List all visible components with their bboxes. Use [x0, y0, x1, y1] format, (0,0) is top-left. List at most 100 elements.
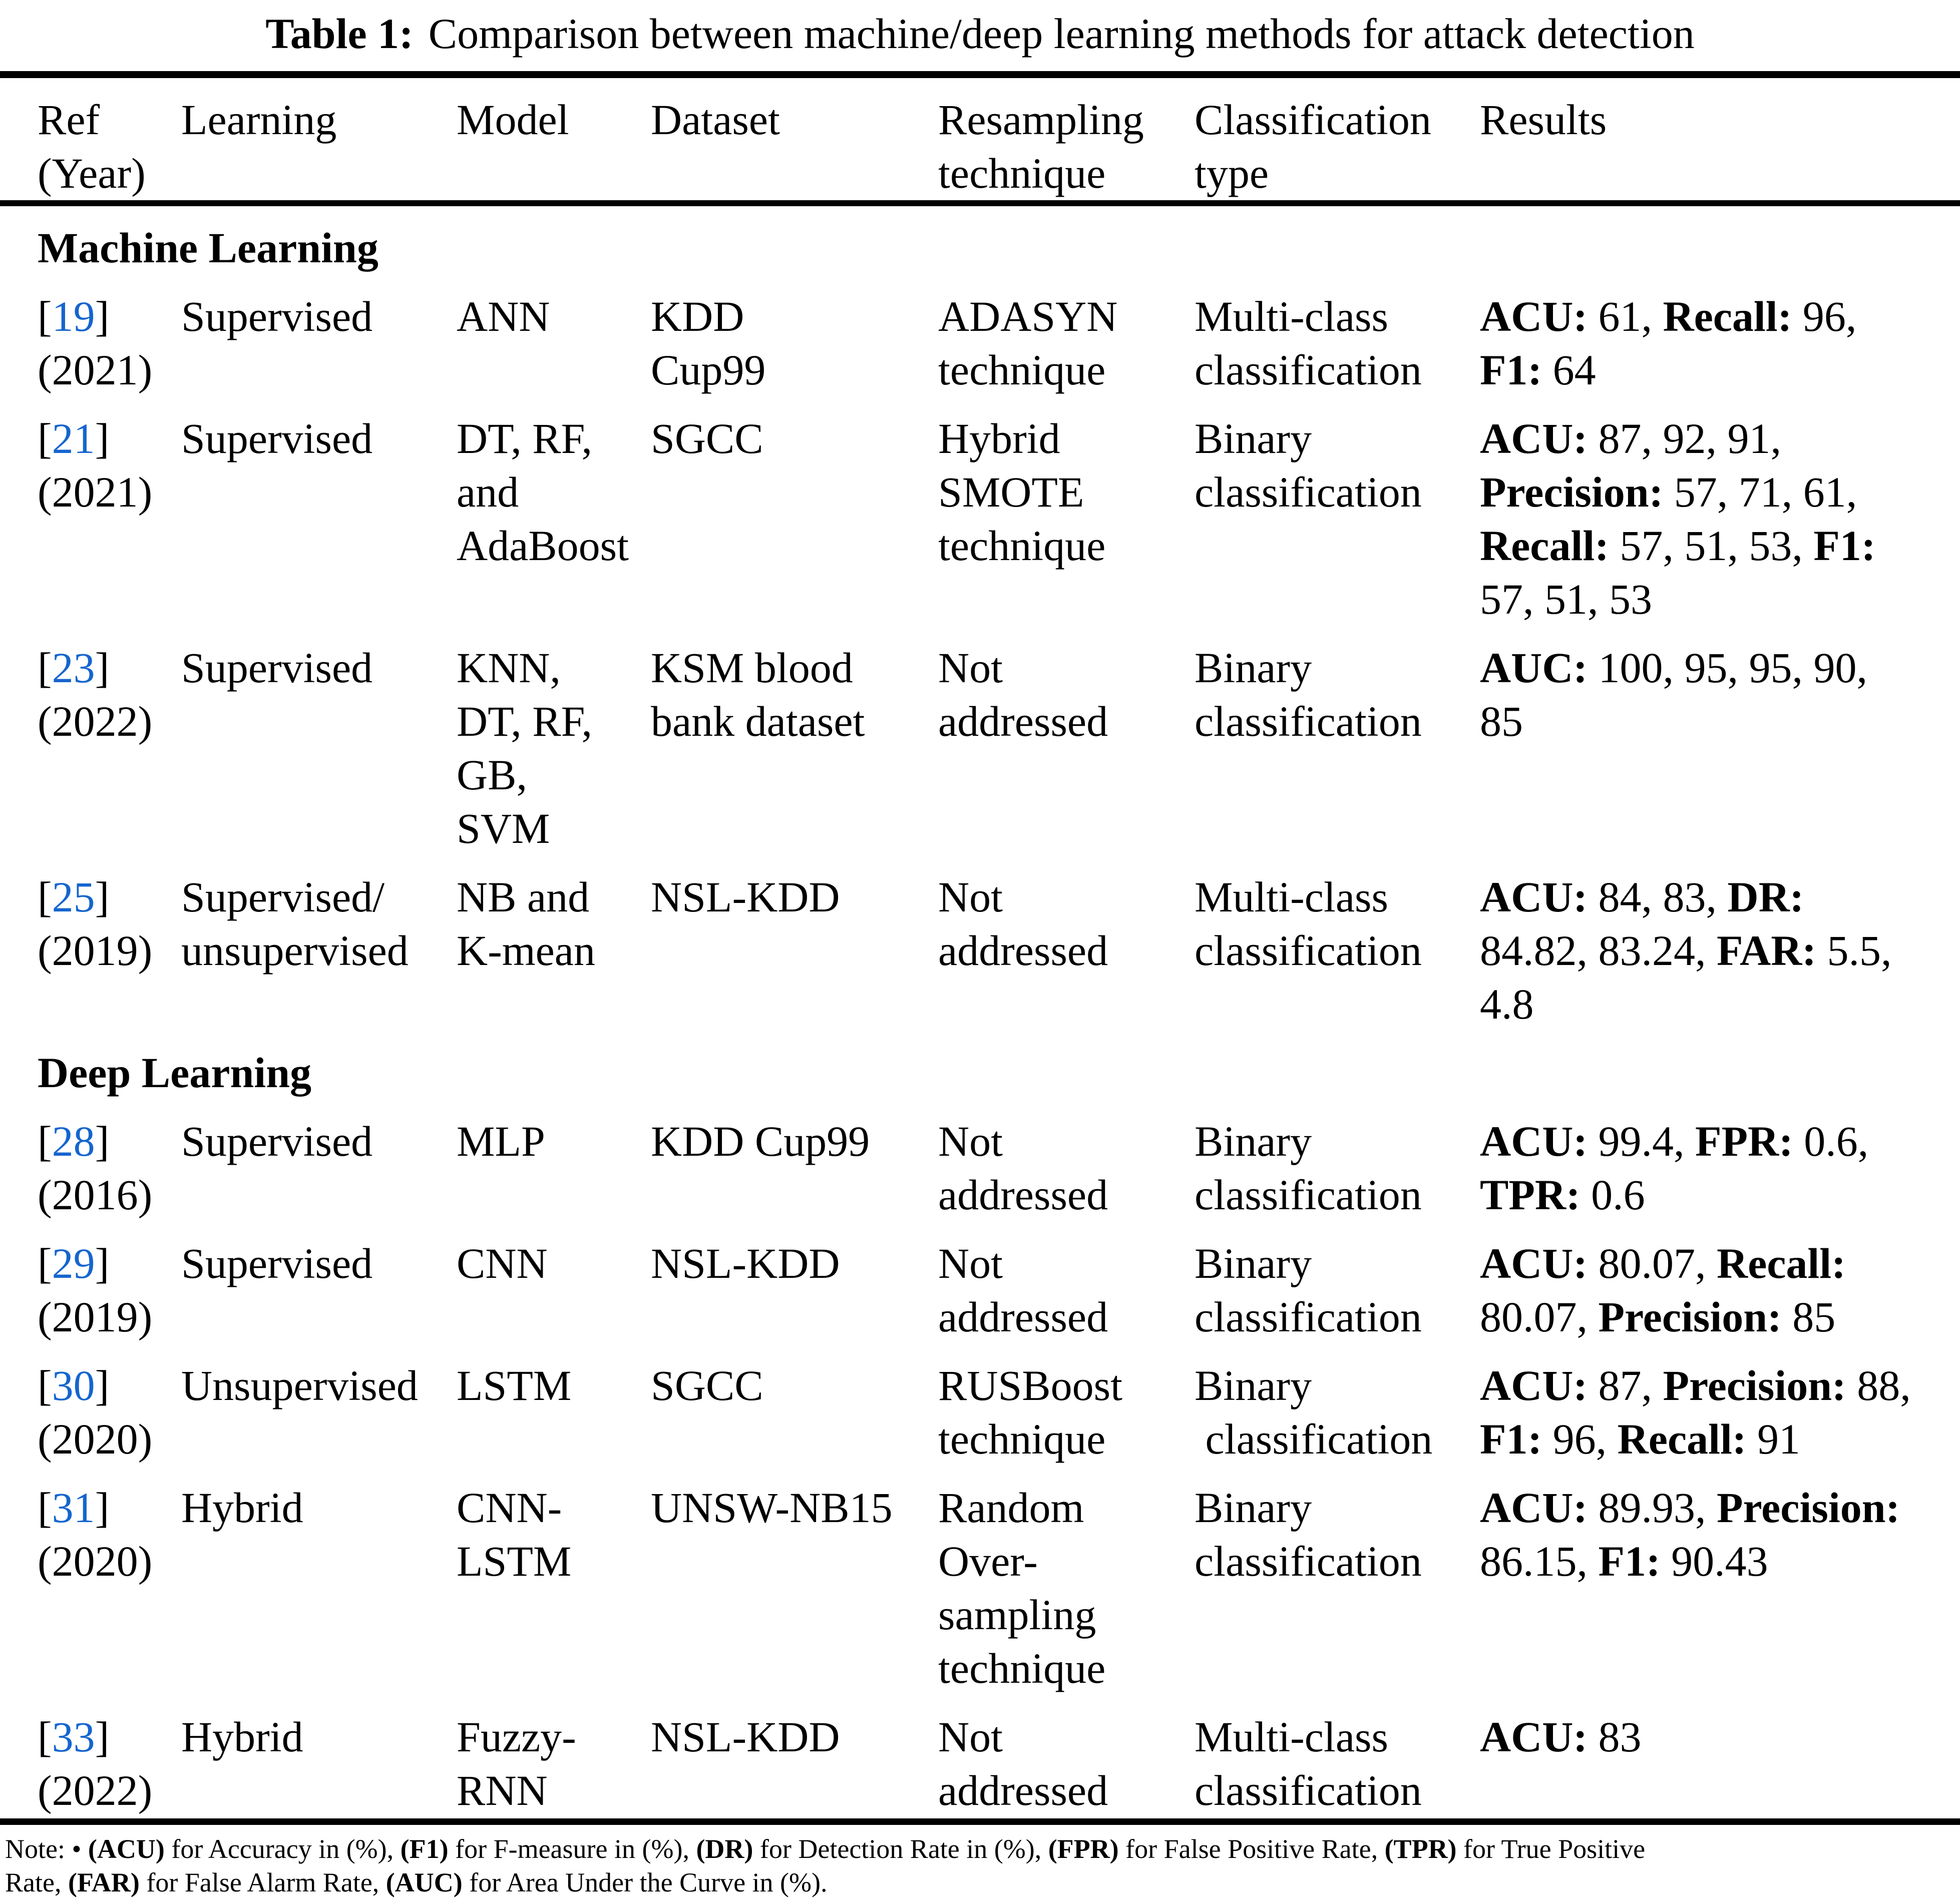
cell-model: DT, RF, and AdaBoost [457, 412, 651, 573]
metric-label: Precision: [1598, 1293, 1782, 1341]
cell-line: Binary [1195, 414, 1312, 462]
cell-learning: Supervised [181, 1115, 457, 1168]
ref-link[interactable]: 30 [52, 1361, 95, 1409]
ref-link[interactable]: 29 [52, 1239, 95, 1287]
cell-line: addressed [938, 1293, 1108, 1341]
cell-model: LSTM [457, 1359, 651, 1412]
metric-value: 57, 51, 53 [1480, 575, 1652, 623]
cell-resampling: Not addressed [938, 1115, 1195, 1222]
results-line: Precision: 57, 71, 61, [1480, 465, 1960, 519]
cell-line: Not [938, 1713, 1003, 1761]
metric-value: 80.07, [1480, 1293, 1599, 1341]
metric-value: 57, 51, 53, [1609, 522, 1814, 570]
cell-resampling: Not addressed [938, 1237, 1195, 1344]
metric-label: Precision: [1480, 468, 1664, 516]
cell-results: ACU: 87, Precision: 88, F1: 96, Recall: 9… [1480, 1359, 1960, 1466]
cell-line: NB and [457, 873, 590, 921]
cell-learning: Supervised/unsupervised [181, 870, 457, 978]
cell-ref-year: [23] (2022) [38, 641, 181, 748]
cell-line: technique [938, 1644, 1106, 1692]
header-line: technique [938, 149, 1106, 197]
cell-line: ADASYN [938, 292, 1118, 340]
header-cell-dataset: Dataset [651, 93, 938, 147]
header-cell-model: Model [457, 93, 651, 147]
cell-line: Fuzzy- [457, 1713, 576, 1761]
cell-line: DT, RF, [457, 414, 593, 462]
cell-line: UNSW-NB15 [651, 1484, 893, 1532]
cell-line: SGCC [651, 1361, 763, 1409]
cell-line: MLP [457, 1117, 545, 1165]
ref-link[interactable]: 31 [52, 1484, 95, 1532]
cell-model: KNN, DT, RF, GB, SVM [457, 641, 651, 855]
cell-line: CNN [457, 1239, 548, 1287]
cell-line: RUSBoost [938, 1361, 1123, 1409]
table-header-row: Ref (Year) Learning Model Dataset Resampling t… [0, 93, 1960, 200]
metric-value: for Area Under the Curve in (%). [462, 1867, 828, 1897]
cell-line: Supervised [181, 414, 373, 462]
cell-line: AdaBoost [457, 522, 629, 570]
header-separator-rule [0, 200, 1960, 206]
cell-line: RNN [457, 1766, 548, 1814]
ref-link[interactable]: 19 [52, 292, 95, 340]
results-line: ACU: 89.93, Precision: [1480, 1481, 1960, 1535]
metric-value: 0.6 [1580, 1171, 1645, 1219]
ref-link[interactable]: 28 [52, 1117, 95, 1165]
metric-value: 4.8 [1480, 980, 1534, 1028]
ref-link[interactable]: 25 [52, 873, 95, 921]
ref-year: (2021) [38, 346, 153, 394]
cell-results: ACU: 61, Recall: 96, F1: 64 [1480, 290, 1960, 397]
cell-line: Hybrid [181, 1713, 303, 1761]
cell-learning: Hybrid [181, 1710, 457, 1764]
header-cell-results: Results [1480, 93, 1960, 147]
cell-dataset: KDD Cup99 [651, 1115, 938, 1168]
cell-learning: Hybrid [181, 1481, 457, 1535]
metric-label: AUC: [1480, 644, 1588, 692]
metric-label: ACU: [1480, 1713, 1588, 1761]
cell-classification: Binary classification [1195, 1359, 1480, 1466]
results-line: ACU: 83 [1480, 1710, 1960, 1764]
ref-year: (2021) [38, 468, 153, 516]
cell-classification: Binary classification [1195, 1115, 1480, 1222]
cell-learning: Supervised [181, 1237, 457, 1290]
ref-link[interactable]: 21 [52, 414, 95, 462]
cell-line: Binary [1195, 644, 1312, 692]
header-cell-learning: Learning [181, 93, 457, 147]
metric-value: for Detection Rate in (%), [753, 1834, 1048, 1864]
ref-link[interactable]: 33 [52, 1713, 95, 1761]
metric-value: Rate, [5, 1867, 68, 1897]
metric-label: (AUC) [385, 1867, 463, 1897]
metric-value: 85 [1480, 697, 1523, 745]
results-line: 80.07, Precision: 85 [1480, 1290, 1960, 1344]
cell-line: technique [938, 1415, 1106, 1463]
ref-citation: [23] [38, 644, 110, 692]
cell-model: CNN [457, 1237, 651, 1290]
cell-results: AUC: 100, 95, 95, 90, 85 [1480, 641, 1960, 748]
cell-line: NSL-KDD [651, 1713, 840, 1761]
cell-line: classification [1195, 697, 1422, 745]
cell-line: Supervised [181, 644, 373, 692]
results-line: 57, 51, 53 [1480, 573, 1960, 626]
cell-classification: Binary classification [1195, 1481, 1480, 1588]
cell-resampling: RUSBoost technique [938, 1359, 1195, 1466]
metric-label: (TPR) [1384, 1834, 1457, 1864]
ref-link[interactable]: 23 [52, 644, 95, 692]
cell-line: KDD Cup99 [651, 1117, 870, 1165]
cell-line: K-mean [457, 926, 595, 975]
cell-model: NB and K-mean [457, 870, 651, 978]
cell-line: Multi-class [1195, 873, 1388, 921]
cell-learning: Supervised [181, 290, 457, 343]
metric-value: 83 [1587, 1713, 1642, 1761]
metric-label: F1: [1813, 522, 1876, 570]
cell-ref-year: [31] (2020) [38, 1481, 181, 1588]
metric-label: F1: [1598, 1537, 1661, 1585]
metric-label: (FPR) [1048, 1834, 1119, 1864]
metric-value: 96, [1542, 1415, 1618, 1463]
cell-ref-year: [21] (2021) [38, 412, 181, 519]
cell-results: ACU: 83 [1480, 1710, 1960, 1764]
cell-classification: Multi-class classification [1195, 1710, 1480, 1817]
cell-line: Over- [938, 1537, 1038, 1585]
metric-label: ACU: [1480, 1484, 1588, 1532]
metric-value: 0.6, [1793, 1117, 1869, 1165]
metric-value: 88, [1846, 1361, 1911, 1409]
cell-ref-year: [33] (2022) [38, 1710, 181, 1817]
